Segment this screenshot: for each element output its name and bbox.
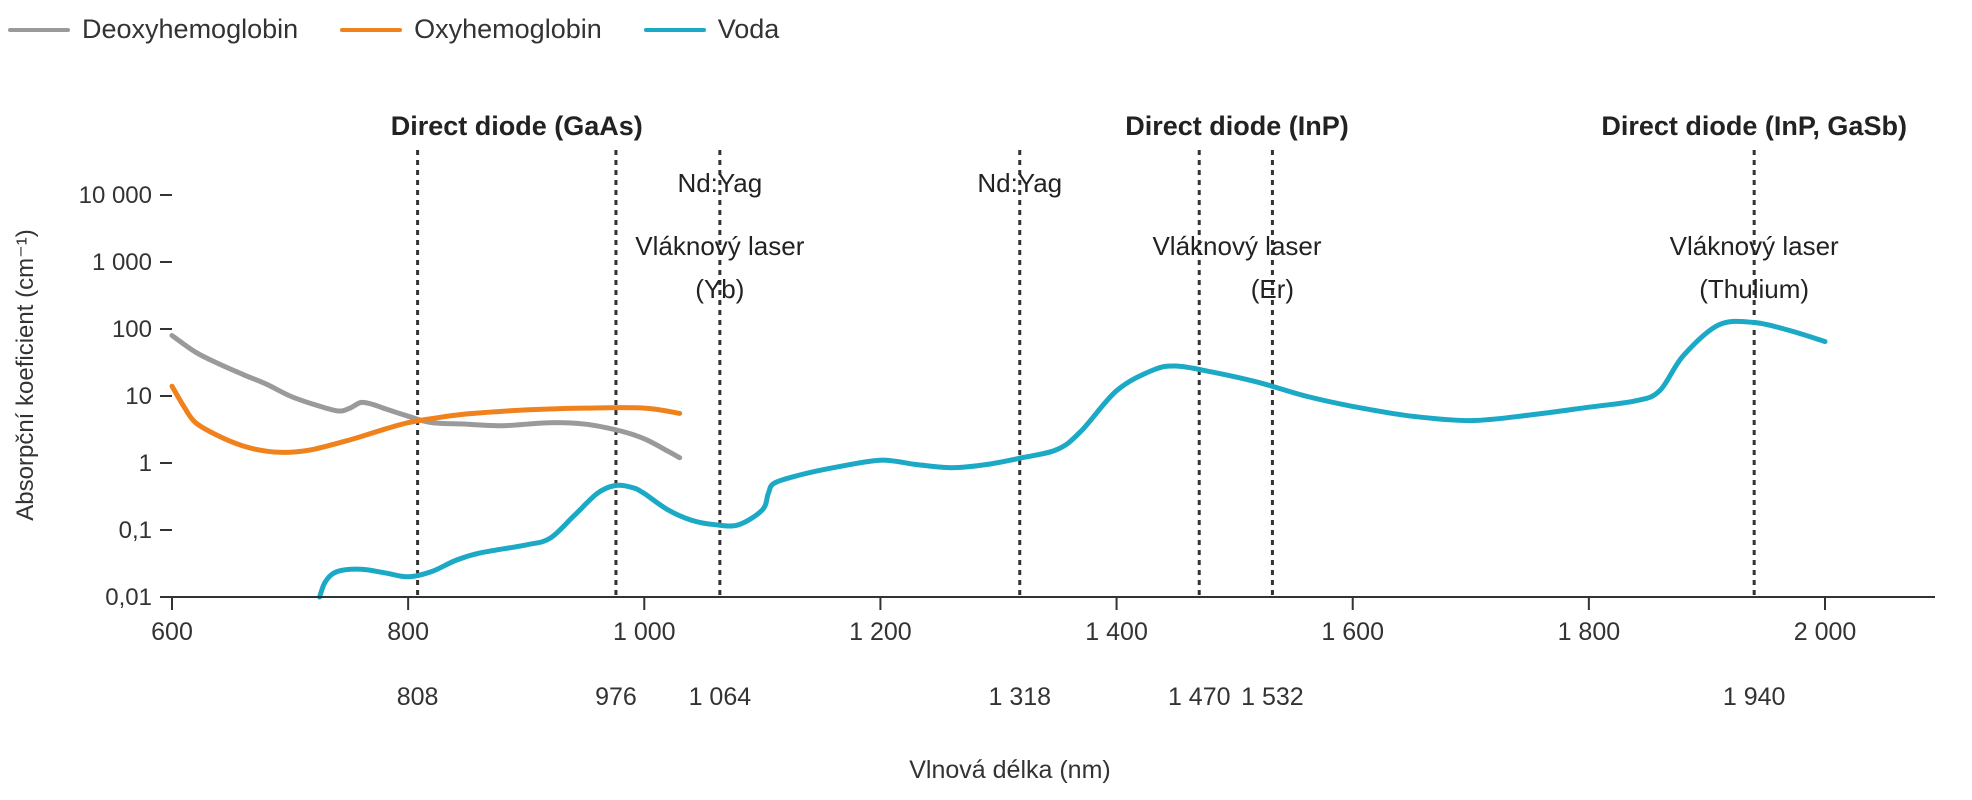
series-line-deoxyhemoglobin xyxy=(169,333,683,461)
marker-label-1-470: 1 470 xyxy=(1168,683,1231,711)
axis-ticks: 10 000 1 000 100 10 1 0,1 0,01 600 800 1 000 1 200… xyxy=(79,182,1857,646)
y-tick-label: 10 000 xyxy=(79,182,152,209)
legend-swatch-deoxyhemoglobin xyxy=(8,27,70,32)
series-line-oxyhemoglobin xyxy=(169,383,683,455)
x-tick-label: 2 000 xyxy=(1794,618,1857,646)
axes: Vlnová délka (nm) Absorpční koeficient (… xyxy=(12,229,1935,784)
x-tick-label: 1 800 xyxy=(1558,618,1621,646)
y-tick-label: 100 xyxy=(112,316,152,343)
annotation-yb: (Yb) xyxy=(695,274,744,304)
marker-label-808: 808 xyxy=(397,683,439,711)
legend-item-oxyhemoglobin: Oxyhemoglobin xyxy=(340,14,602,45)
x-tick-label: 800 xyxy=(387,618,429,646)
marker-label-1-318: 1 318 xyxy=(988,683,1051,711)
x-tick-label: 1 200 xyxy=(849,618,912,646)
legend-swatch-oxyhemoglobin xyxy=(340,27,403,32)
y-tick-label: 0,1 xyxy=(119,517,152,544)
series-line-voda xyxy=(317,318,1828,600)
x-axis-title: Vlnová délka (nm) xyxy=(909,756,1110,784)
x-tick-label: 600 xyxy=(151,618,193,646)
annotation-direct-diode-gaas: Direct diode (GaAs) xyxy=(391,111,643,141)
legend-swatch-voda xyxy=(643,27,706,32)
y-axis-title: Absorpční koeficient (cm⁻¹) xyxy=(12,229,39,520)
y-tick-label: 1 000 xyxy=(92,249,152,276)
y-tick-label: 10 xyxy=(125,383,152,410)
y-tick-label: 0,01 xyxy=(105,584,152,611)
x-tick-label: 1 000 xyxy=(613,618,676,646)
wavelength-markers: 808 976 1 064 1 318 1 470 1 532 1 940 xyxy=(397,150,1786,711)
annotation-nd-yag: Nd:Yag xyxy=(977,168,1062,198)
legend-item-deoxyhemoglobin: Deoxyhemoglobin xyxy=(8,14,298,45)
series-lines xyxy=(169,318,1828,600)
chart-legend: Deoxyhemoglobin Oxyhemoglobin Voda xyxy=(8,14,821,45)
annotation-vl-knov-laser: Vláknový laser xyxy=(1152,231,1321,261)
marker-label-976: 976 xyxy=(595,683,637,711)
legend-label-oxyhemoglobin: Oxyhemoglobin xyxy=(414,14,602,44)
annotation-vl-knov-laser: Vláknový laser xyxy=(1670,231,1839,261)
marker-label-1-064: 1 064 xyxy=(689,683,752,711)
legend-item-voda: Voda xyxy=(643,14,780,45)
annotation-thulium: (Thulium) xyxy=(1699,274,1809,304)
annotation-nd-yag: Nd:Yag xyxy=(677,168,762,198)
y-tick-label: 1 xyxy=(139,450,152,477)
annotation-vl-knov-laser: Vláknový laser xyxy=(635,231,804,261)
marker-label-1-940: 1 940 xyxy=(1723,683,1786,711)
laser-annotations: Direct diode (GaAs) Direct diode (InP) Dir… xyxy=(391,111,1907,304)
x-tick-label: 1 600 xyxy=(1321,618,1384,646)
annotation-er: (Er) xyxy=(1251,274,1294,304)
marker-label-1-532: 1 532 xyxy=(1241,683,1304,711)
legend-label-voda: Voda xyxy=(717,14,780,44)
annotation-direct-diode-inp-gasb: Direct diode (InP, GaSb) xyxy=(1601,111,1907,141)
annotation-direct-diode-inp: Direct diode (InP) xyxy=(1125,111,1349,141)
x-tick-label: 1 400 xyxy=(1085,618,1148,646)
legend-label-deoxyhemoglobin: Deoxyhemoglobin xyxy=(82,14,299,44)
